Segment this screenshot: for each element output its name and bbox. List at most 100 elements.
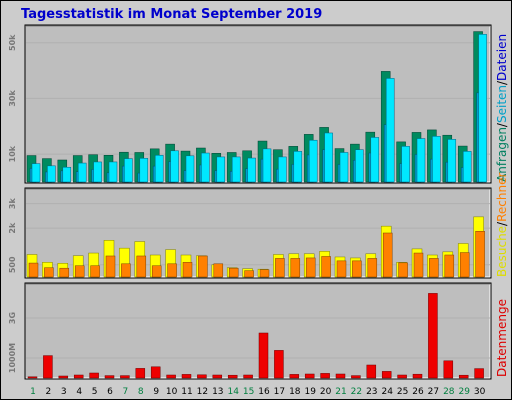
legend-top: Anfragen/Seiten/Dateien [495,34,509,182]
bar-dateien [139,158,149,183]
legend-separator: / [495,122,509,127]
bar-datenmenge [304,373,315,379]
bar-rechner [398,262,408,278]
bar-datenmenge [381,371,392,379]
bar-dateien [77,162,87,183]
x-tick-label: 14 [227,387,239,397]
x-tick-label: 20 [320,387,332,397]
bar-rechner [382,232,393,278]
x-tick-label: 8 [138,387,144,397]
bar-datenmenge [335,373,346,379]
bar-rechner [444,254,455,278]
x-tick-label: 16 [258,387,270,397]
bar-rechner [44,267,54,278]
x-tick-label: 12 [197,387,208,397]
legend-anfragen: Anfragen [495,127,509,182]
bar-rechner [352,260,362,278]
x-tick-label: 6 [107,387,113,397]
y-tick-label: 10k [8,145,17,162]
legend-bottom: Datenmenge [495,299,509,377]
bar-datenmenge [73,374,84,379]
bar-rechner [290,258,301,278]
bar-dateien [447,139,457,183]
bar-dateien [185,155,195,183]
x-tick-label: 7 [123,387,129,397]
bar-rechner [413,252,424,278]
bar-dateien [201,152,210,183]
bar-dateien [432,136,441,183]
bar-dateien [401,146,410,183]
y-tick-label: 30k [8,90,17,107]
legend-datenmenge: Datenmenge [495,299,509,377]
y-tick-label: 500 [8,256,17,273]
bar-rechner [198,255,208,278]
legend-rechner: Rechner [495,173,509,222]
bar-dateien [62,166,72,183]
bar-rechner [259,269,270,278]
bar-datenmenge [150,366,161,379]
bar-rechner [105,255,116,278]
bar-rechner [28,262,39,278]
bar-datenmenge [43,355,53,379]
bar-rechner [275,258,285,278]
bar-rechner [90,265,100,278]
bar-rechner [336,260,347,278]
x-tick-label: 9 [153,387,159,397]
x-tick-label: 5 [92,387,98,397]
bar-datenmenge [104,375,115,379]
x-tick-label: 1 [30,387,36,397]
legend-middle: Besuche/Rechner [495,173,509,277]
x-tick-label: 24 [381,387,393,397]
x-tick-label: 19 [304,387,316,397]
bar-rechner [136,255,147,278]
legend-separator: / [495,80,509,85]
bar-rechner [228,267,239,278]
bar-rechner [167,263,177,278]
x-tick-label: 15 [243,387,254,397]
bar-datenmenge [474,368,484,379]
bar-dateien [324,132,333,183]
bar-dateien [462,151,472,183]
x-tick-label: 17 [274,387,285,397]
bar-datenmenge [366,364,377,379]
bar-datenmenge [320,373,330,379]
bar-datenmenge [412,373,423,379]
bar-rechner [305,257,316,278]
bar-dateien [339,152,349,183]
legend-seiten: Seiten [495,85,509,123]
bar-dateien [154,155,164,183]
x-tick-label: 3 [61,387,67,397]
bar-dateien [108,161,118,183]
bar-dateien [93,161,102,183]
bar-dateien [416,138,426,183]
bar-datenmenge [197,374,207,379]
bar-datenmenge [89,372,99,379]
x-tick-label: 28 [443,387,455,397]
legend-separator: / [495,221,509,226]
x-tick-label: 11 [181,387,192,397]
x-tick-label: 18 [289,387,301,397]
bar-datenmenge [458,374,469,379]
legend-dateien: Dateien [495,34,509,81]
bar-dateien [47,165,56,183]
bar-rechner [121,263,131,278]
bar-dateien [124,158,133,183]
x-tick-label: 30 [474,387,486,397]
bar-datenmenge [243,374,253,379]
bar-rechner [244,270,254,278]
x-tick-label: 23 [366,387,377,397]
bar-datenmenge [166,374,176,379]
bar-datenmenge [227,374,238,379]
chart-title: Tagesstatistik im Monat September 2019 [21,7,323,22]
bar-dateien [370,137,380,183]
x-tick-label: 4 [76,387,82,397]
x-tick-label: 13 [212,387,223,397]
bar-dateien [355,149,364,183]
bar-datenmenge [135,368,146,379]
bar-datenmenge [443,360,454,379]
y-tick-label: 50k [8,34,17,51]
bar-datenmenge [181,374,192,379]
bar-rechner [213,263,224,278]
